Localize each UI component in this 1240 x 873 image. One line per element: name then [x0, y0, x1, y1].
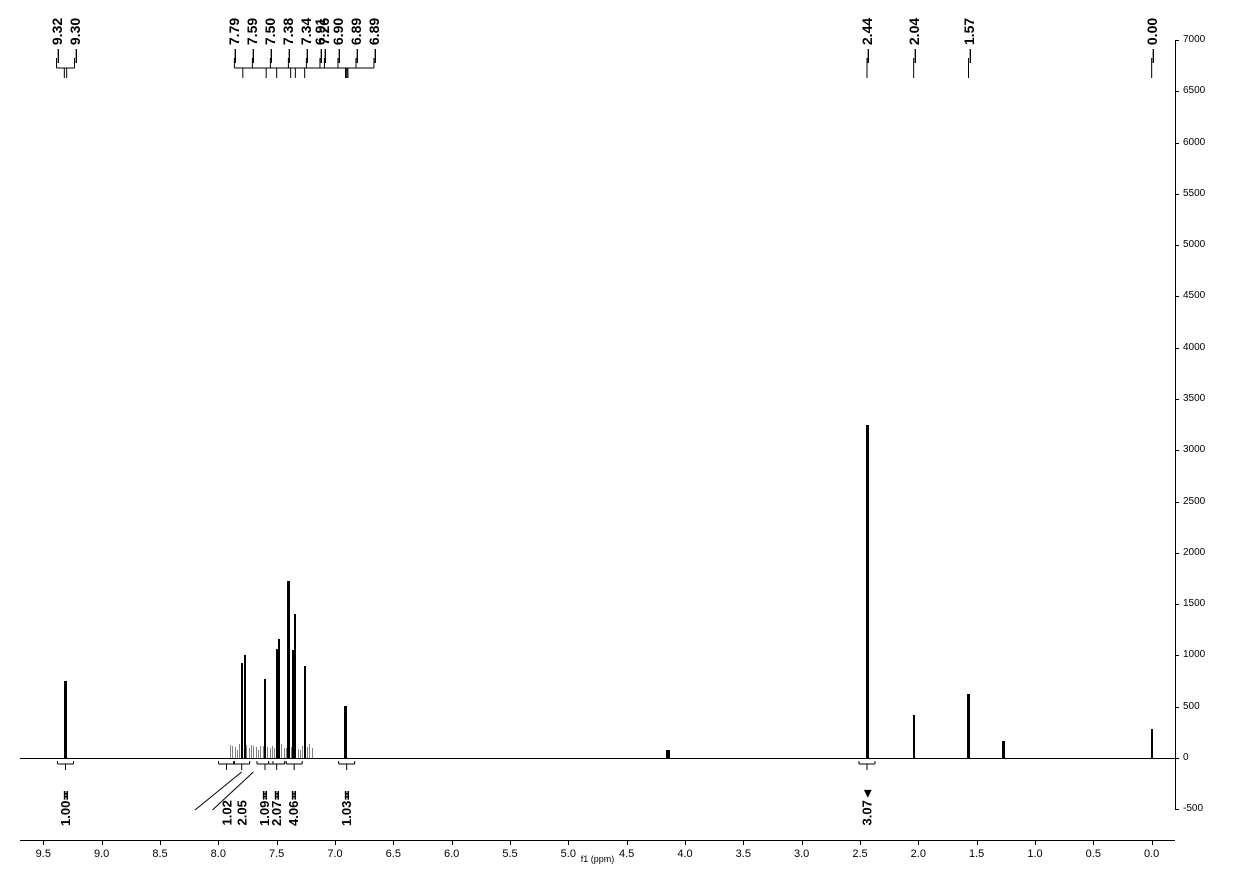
baseline-noise	[281, 744, 282, 758]
baseline-noise	[237, 750, 238, 758]
baseline-noise	[295, 748, 296, 758]
baseline-noise	[298, 749, 299, 758]
baseline-noise	[307, 747, 308, 758]
baseline-noise	[265, 747, 266, 758]
peak-label: — 9.32	[49, 18, 65, 63]
baseline-noise	[293, 744, 294, 758]
integral-label: 2.07≖	[269, 790, 285, 826]
peak-label: — 6.90	[330, 18, 346, 63]
baseline-noise	[312, 748, 313, 758]
peak-label: — 7.59	[244, 18, 260, 63]
baseline-noise	[267, 747, 268, 758]
peak-label: — 1.57	[961, 18, 977, 63]
peak-label: — 2.44	[859, 18, 875, 63]
baseline-noise	[256, 747, 257, 758]
peak-label: — 2.04	[906, 18, 922, 63]
spectrum-peak	[1002, 741, 1005, 758]
baseline-noise	[270, 748, 271, 758]
spectrum-peaks	[0, 0, 1240, 873]
nmr-spectrum-figure: 7000650060005500500045004000350030002500…	[0, 0, 1240, 873]
spectrum-peak	[304, 666, 306, 758]
peak-label: — 7.38	[280, 18, 296, 63]
baseline-noise	[288, 749, 289, 758]
peak-label: — 6.89	[366, 18, 382, 63]
integral-label: 1.00≖	[58, 790, 74, 826]
baseline-noise	[291, 747, 292, 758]
baseline-noise	[272, 746, 273, 758]
baseline-noise	[249, 748, 250, 758]
baseline-noise	[277, 750, 278, 758]
integral-label: 2.05	[234, 800, 249, 825]
peak-label: — 6.91	[312, 18, 328, 63]
spectrum-peak	[244, 655, 246, 758]
baseline-noise	[284, 748, 285, 758]
baseline-noise	[239, 744, 240, 758]
spectrum-peak	[866, 425, 869, 758]
baseline-noise	[253, 746, 254, 758]
baseline-noise	[246, 745, 247, 758]
spectrum-peak	[913, 715, 915, 758]
spectrum-peak	[278, 639, 280, 758]
spectrum-peak	[666, 750, 670, 758]
peak-label: — 0.00	[1144, 18, 1160, 63]
baseline-noise	[251, 745, 252, 758]
spectrum-peak	[294, 614, 296, 758]
peak-label: — 7.79	[226, 18, 242, 63]
peak-label: — 7.50	[262, 18, 278, 63]
baseline-noise	[263, 746, 264, 758]
integral-label: 1.03≖	[339, 790, 355, 826]
baseline-noise	[286, 748, 287, 758]
integral-label: 3.07◄	[860, 787, 875, 825]
baseline-noise	[244, 747, 245, 758]
baseline-noise	[260, 746, 261, 758]
baseline-noise	[279, 747, 280, 758]
baseline-noise	[235, 747, 236, 758]
integral-label: 4.06≖	[286, 790, 302, 826]
spectrum-peak	[1151, 729, 1153, 758]
baseline-noise	[230, 745, 231, 758]
spectrum-peak	[241, 663, 243, 758]
integral-label: 1.02	[219, 800, 234, 825]
baseline-noise	[242, 745, 243, 758]
baseline-noise	[305, 747, 306, 758]
baseline-noise	[232, 746, 233, 758]
spectrum-peak	[344, 706, 347, 758]
spectrum-peak	[967, 694, 970, 758]
baseline-noise	[309, 744, 310, 758]
peak-label: — 6.89	[348, 18, 364, 63]
baseline-noise	[302, 746, 303, 758]
spectrum-peak	[64, 681, 67, 758]
baseline-noise	[300, 750, 301, 758]
peak-label: — 9.30	[67, 18, 83, 63]
baseline-noise	[274, 748, 275, 758]
spectrum-peak	[287, 581, 290, 758]
baseline-noise	[258, 750, 259, 758]
